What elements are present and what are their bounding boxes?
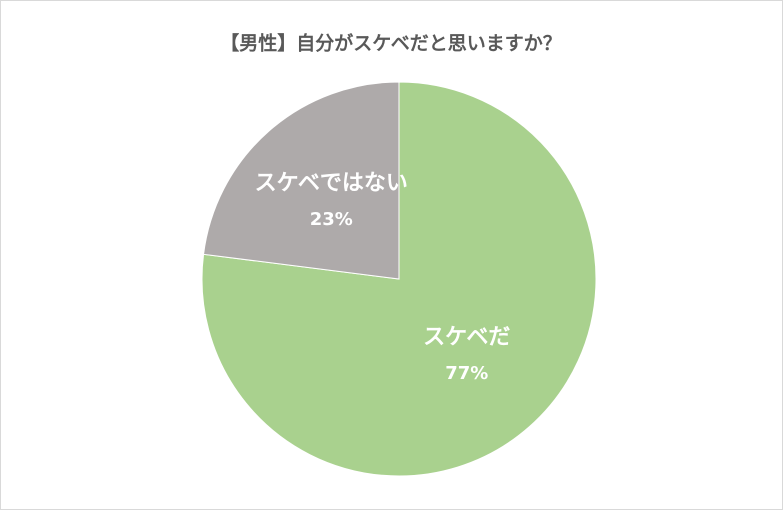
chart-title: 【男性】自分がスケベだと思いますか？ xyxy=(220,32,561,55)
data-label: 23% xyxy=(310,209,353,230)
pie-slice xyxy=(201,81,597,477)
data-label: 77% xyxy=(445,363,488,384)
slice-label: スケベではない xyxy=(255,171,408,196)
slice-label: スケベだ xyxy=(423,325,510,350)
pie-slice xyxy=(202,81,400,280)
